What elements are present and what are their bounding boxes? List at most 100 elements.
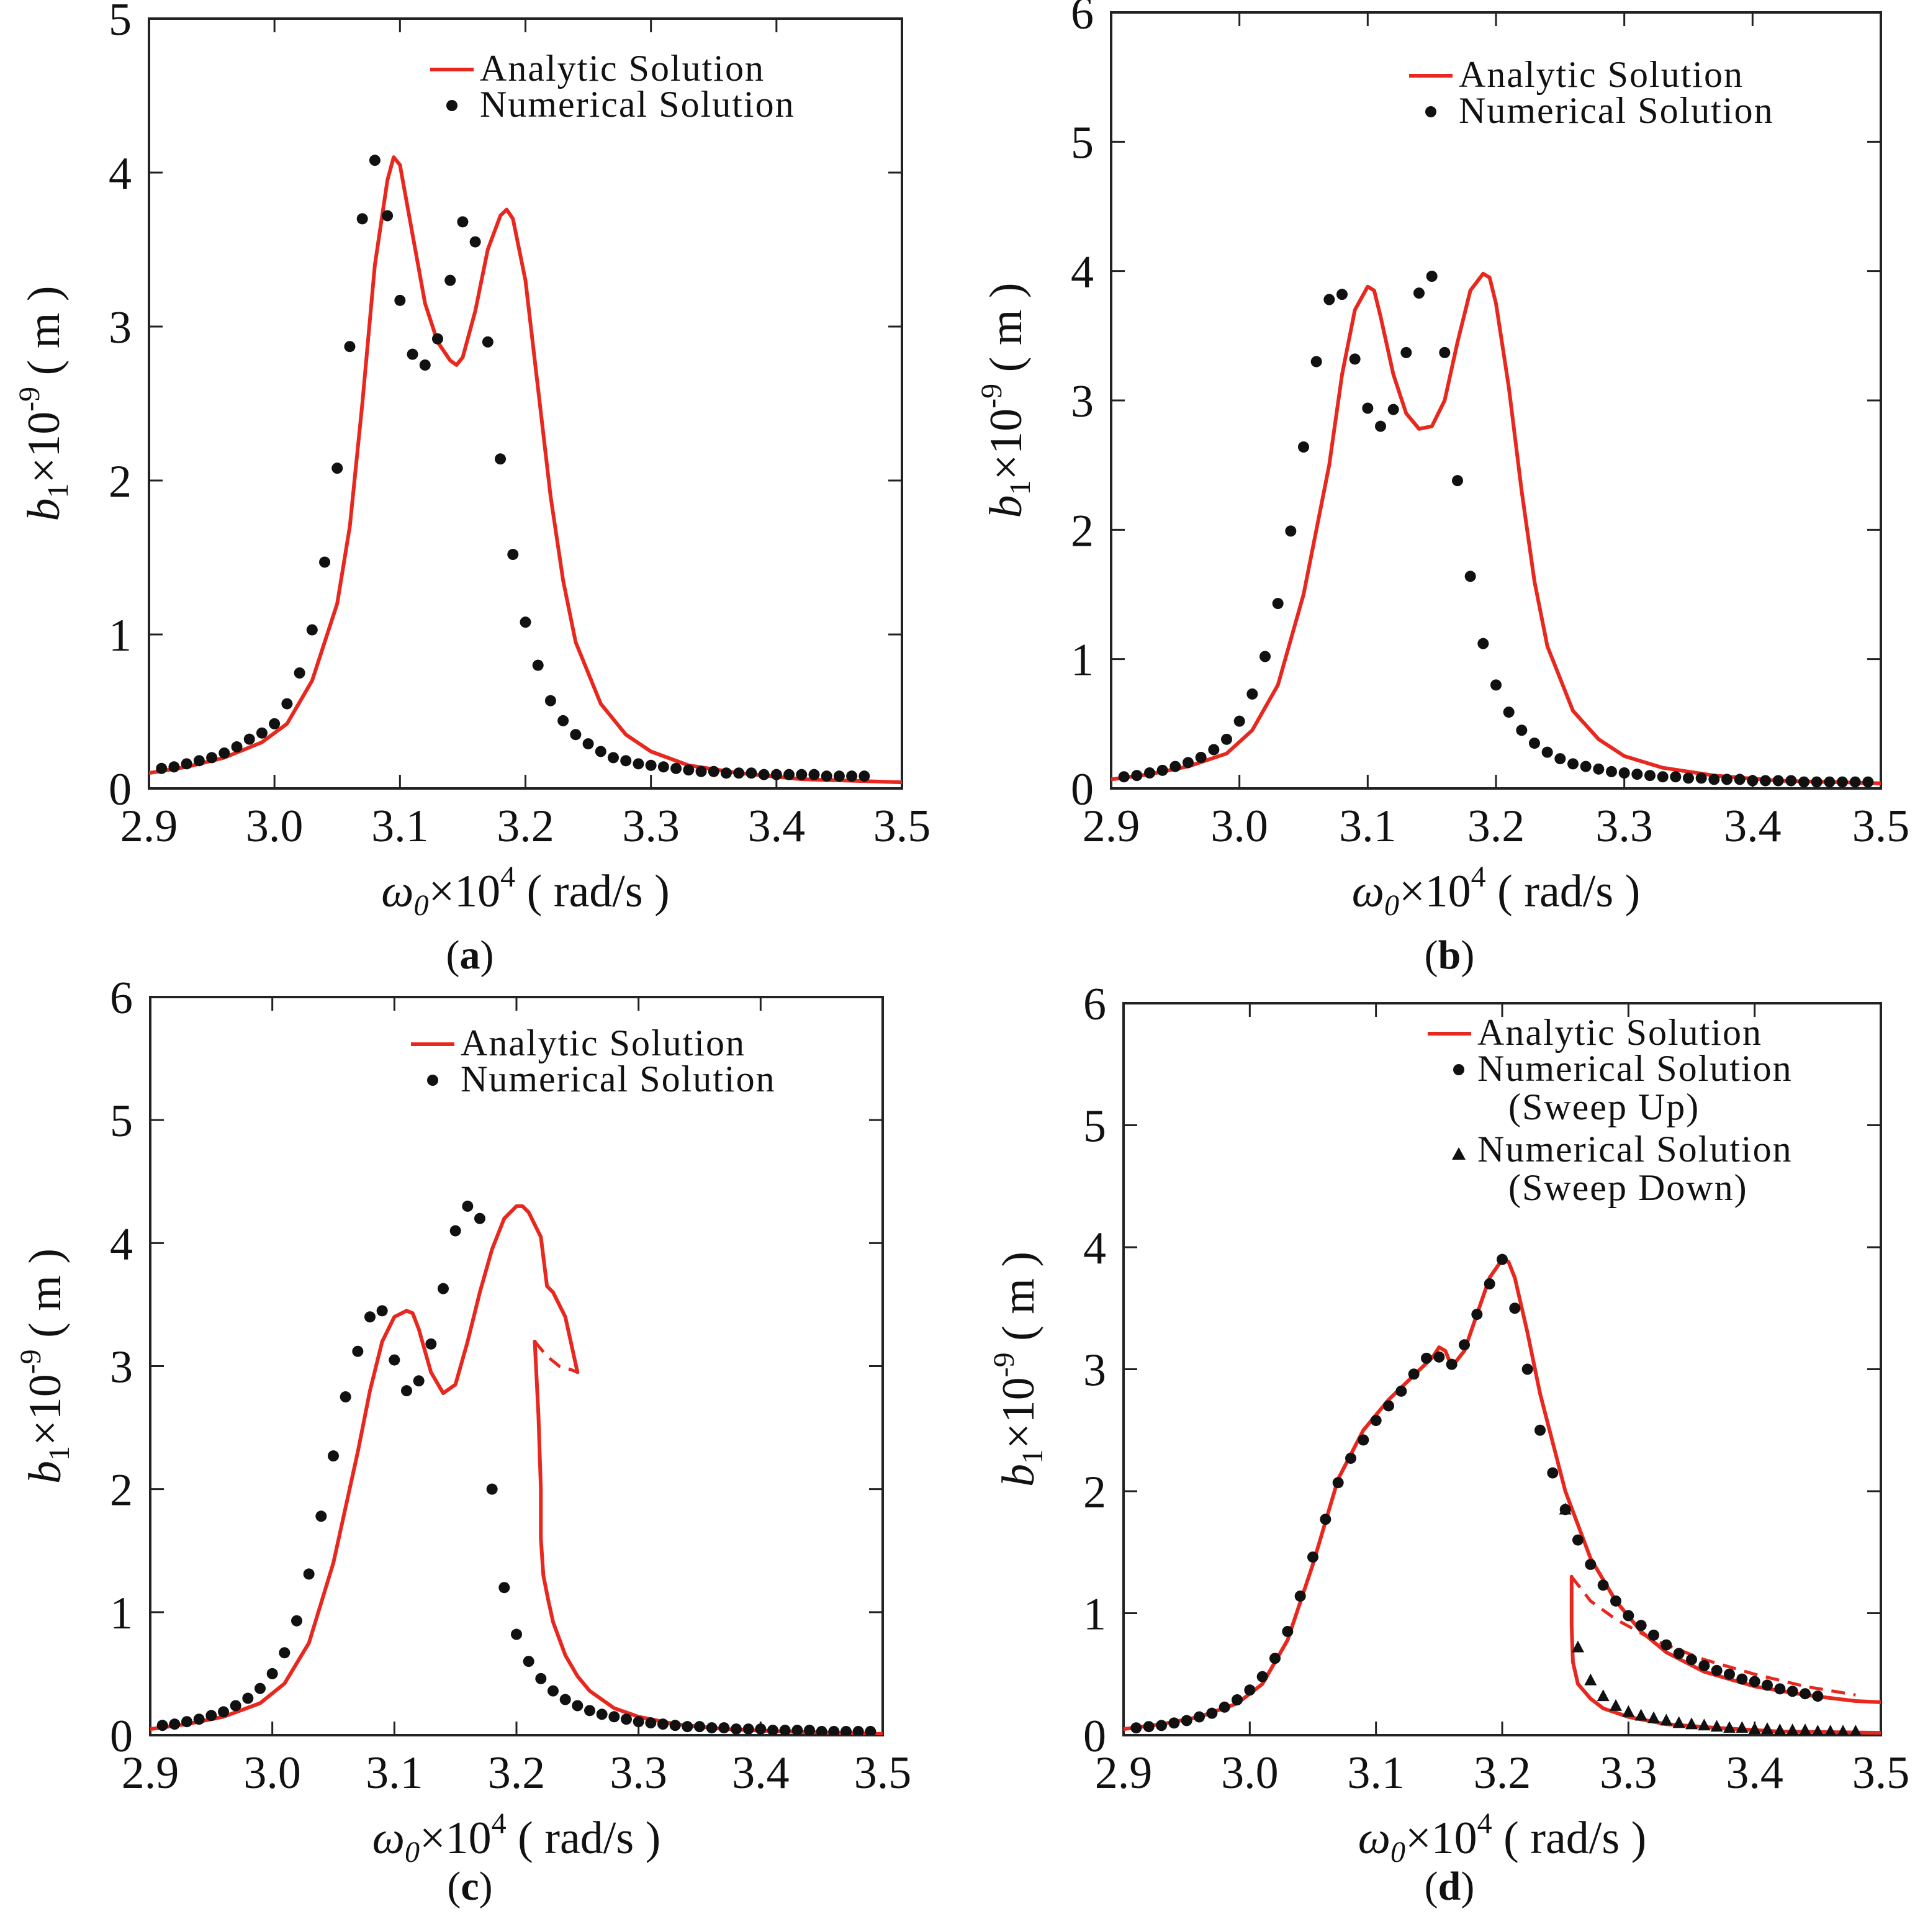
legend-label-analytic: Analytic Solution (461, 1022, 746, 1063)
numerical-point (852, 1726, 864, 1735)
legend-dot-swatch (1425, 106, 1436, 117)
plot-area (1124, 1253, 1881, 1735)
numerical-point-sweep-down (1710, 1720, 1723, 1732)
numerical-point (193, 1713, 205, 1725)
numerical-point (816, 1726, 827, 1735)
numerical-point (1631, 769, 1643, 780)
analytic-curve-unstable (533, 1340, 579, 1374)
y-tick-label: 0 (110, 1711, 133, 1762)
x-tick-label: 3.2 (497, 801, 554, 852)
numerical-point (1259, 651, 1271, 662)
numerical-point-sweep-down (1559, 1502, 1572, 1515)
numerical-point (1232, 1694, 1243, 1706)
numerical-point (1219, 1701, 1230, 1713)
numerical-point (230, 1700, 241, 1712)
numerical-point (833, 770, 845, 782)
numerical-point-sweep-down (1837, 1725, 1849, 1735)
numerical-point (256, 727, 268, 739)
numerical-point (413, 1375, 425, 1387)
numerical-point (1760, 775, 1771, 787)
numerical-point (1169, 761, 1181, 772)
numerical-point (474, 1212, 485, 1224)
numerical-point (431, 333, 443, 345)
numerical-point (804, 1725, 815, 1735)
numerical-point (1464, 571, 1476, 582)
y-tick-label: 1 (109, 610, 132, 661)
y-tick-label: 1 (1071, 635, 1094, 686)
plot-area (149, 155, 902, 785)
numerical-point (419, 359, 431, 371)
analytic-curve (533, 1339, 883, 1735)
numerical-point (733, 767, 745, 779)
numerical-point-sweep-down (1660, 1713, 1673, 1726)
y-tick-label: 3 (109, 302, 132, 353)
numerical-point-sweep-down (1597, 1689, 1610, 1702)
numerical-point (1787, 1686, 1798, 1697)
numerical-point (535, 1672, 547, 1684)
numerical-point (382, 210, 394, 222)
numerical-point-sweep-down (1799, 1723, 1811, 1735)
analytic-curve (1111, 271, 1881, 785)
numerical-point-sweep-down (1748, 1722, 1761, 1735)
numerical-point (457, 216, 469, 228)
numerical-point (1383, 1400, 1394, 1412)
y-tick-label: 2 (109, 456, 132, 507)
numerical-point (544, 695, 556, 706)
numerical-point (1695, 772, 1707, 784)
x-tick-label: 3.2 (1474, 1748, 1531, 1799)
numerical-point (1195, 752, 1207, 763)
numerical-point (1408, 1368, 1420, 1380)
numerical-point (708, 765, 719, 777)
numerical-point (344, 341, 356, 353)
numerical-point (1426, 271, 1438, 282)
numerical-point (1541, 746, 1553, 758)
numerical-point (1400, 346, 1412, 358)
legend-triangle-swatch (1452, 1147, 1466, 1160)
numerical-point (369, 155, 381, 166)
numerical-point-sweep-down (1672, 1716, 1685, 1728)
y-tick-label: 5 (1071, 117, 1094, 168)
numerical-point (1375, 420, 1386, 432)
x-tick-label: 3.0 (1210, 801, 1268, 852)
numerical-point-sweep-down (1685, 1717, 1698, 1730)
numerical-point (1623, 1610, 1634, 1622)
numerical-point (720, 767, 732, 779)
numerical-point (1785, 775, 1797, 787)
numerical-point (269, 718, 281, 729)
legend-label-analytic: Analytic Solution (480, 48, 765, 89)
x-tick-label: 2.9 (120, 801, 178, 852)
numerical-point (1597, 1579, 1609, 1591)
numerical-point (695, 765, 707, 777)
numerical-point (621, 1713, 632, 1725)
numerical-point (682, 1721, 693, 1733)
plot-area (150, 1200, 883, 1735)
numerical-point (779, 1725, 791, 1735)
numerical-point (532, 659, 544, 671)
numerical-point (1269, 1653, 1281, 1664)
numerical-point (1610, 1595, 1621, 1607)
numerical-point (1567, 758, 1579, 770)
y-tick-label: 6 (1071, 0, 1094, 39)
numerical-point-sweep-down (1850, 1725, 1862, 1735)
x-axis-label: ω0×104 ( rad/s ) (381, 860, 670, 922)
numerical-point-sweep-down (1610, 1699, 1622, 1711)
x-tick-label: 3.4 (748, 801, 806, 852)
numerical-point-sweep-down (1773, 1723, 1787, 1735)
numerical-point (1310, 356, 1322, 368)
y-tick-label: 3 (110, 1342, 133, 1393)
numerical-point (1387, 404, 1399, 415)
numerical-point (1837, 776, 1848, 788)
numerical-point (1683, 772, 1694, 784)
numerical-point (1521, 1363, 1533, 1375)
x-axis-label: ω0×104 ( rad/s ) (372, 1807, 661, 1869)
numerical-point (1673, 1648, 1685, 1659)
numerical-point (1358, 1434, 1369, 1446)
y-tick-label: 1 (1083, 1589, 1106, 1640)
legend-label-sweep-down: (Sweep Down) (1508, 1167, 1748, 1208)
y-tick-label: 5 (1083, 1101, 1106, 1152)
numerical-point (796, 769, 808, 780)
numerical-point (1477, 638, 1489, 649)
x-tick-label: 3.2 (1467, 801, 1525, 852)
numerical-point (828, 1726, 840, 1735)
